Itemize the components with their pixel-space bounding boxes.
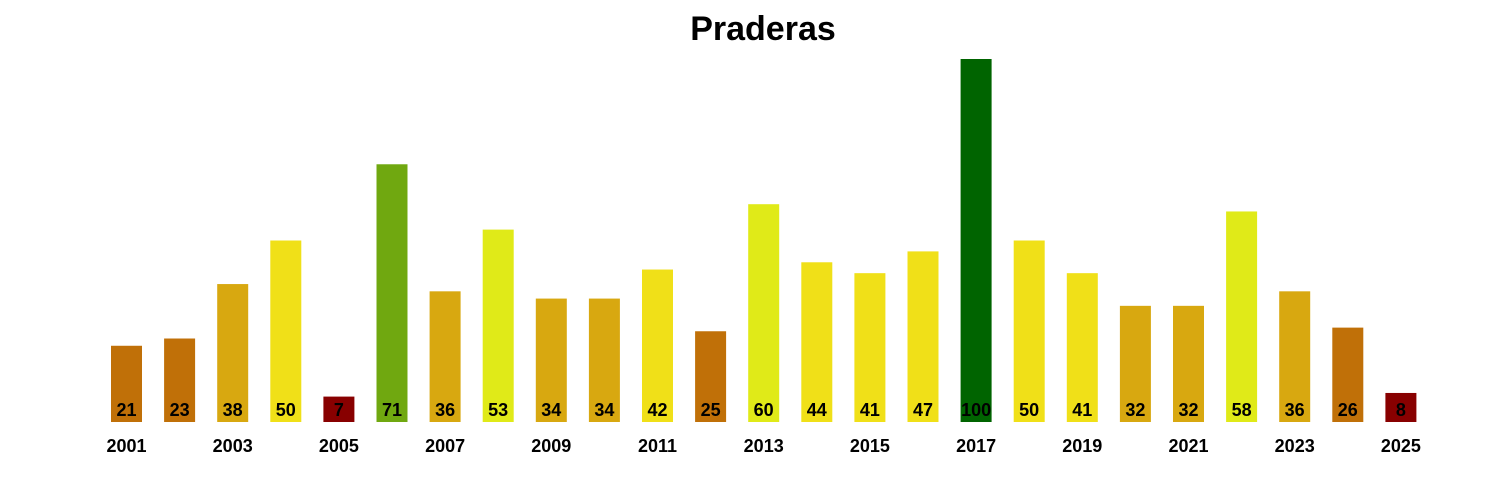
bar-2005 — [323, 396, 355, 422]
value-label-2007: 36 — [435, 400, 455, 420]
value-label-2008: 53 — [488, 400, 508, 420]
value-label-2019: 41 — [1072, 400, 1092, 420]
value-label-2006: 71 — [382, 400, 402, 420]
x-tick-label-2007: 2007 — [425, 436, 465, 456]
x-tick-label-2005: 2005 — [319, 436, 359, 456]
x-tick-label-2001: 2001 — [106, 436, 146, 456]
value-label-2025: 8 — [1396, 400, 1406, 420]
bars-layer — [111, 59, 1417, 422]
value-label-2017: 100 — [961, 400, 991, 420]
bar-2012 — [695, 331, 727, 422]
bar-2007 — [429, 291, 461, 422]
x-tick-label-2011: 2011 — [638, 436, 677, 456]
bar-2022 — [1226, 211, 1258, 422]
bar-2011 — [642, 269, 673, 422]
value-label-2012: 25 — [701, 400, 721, 420]
bar-2010 — [588, 298, 620, 422]
value-label-2021: 32 — [1178, 400, 1198, 420]
bar-2003 — [217, 284, 249, 422]
x-tick-label-2015: 2015 — [850, 436, 890, 456]
value-label-2010: 34 — [594, 400, 614, 420]
bar-2002 — [164, 338, 196, 422]
value-label-2023: 36 — [1285, 400, 1305, 420]
bar-2001 — [111, 345, 142, 422]
value-labels-layer: 21 23 38 50 7 71 36 53 34 34 42 25 60 44 41 47 100 50 41 32… — [116, 400, 1405, 420]
bar-2008 — [482, 229, 514, 422]
bar-2021 — [1173, 305, 1204, 422]
x-tick-label-2009: 2009 — [531, 436, 571, 456]
bar-2014 — [801, 262, 833, 422]
value-label-2015: 41 — [860, 400, 880, 420]
value-label-2024: 26 — [1338, 400, 1358, 420]
value-label-2002: 23 — [170, 400, 190, 420]
x-tick-label-2013: 2013 — [744, 436, 784, 456]
bar-2018 — [1013, 240, 1045, 422]
bar-2013 — [748, 204, 780, 422]
chart-title: Praderas — [690, 10, 836, 48]
bar-2015 — [854, 273, 886, 422]
bar-2004 — [270, 240, 302, 422]
x-tick-label-2017: 2017 — [956, 436, 996, 456]
value-label-2013: 60 — [754, 400, 774, 420]
bar-2020 — [1119, 305, 1151, 422]
value-label-2004: 50 — [276, 400, 296, 420]
bar-2006 — [376, 164, 408, 422]
value-label-2009: 34 — [541, 400, 561, 420]
bar-2023 — [1279, 291, 1311, 422]
value-label-2005: 7 — [334, 400, 344, 420]
bar-2009 — [535, 298, 567, 422]
bar-2016 — [907, 251, 939, 422]
x-tick-label-2019: 2019 — [1062, 436, 1102, 456]
value-label-2022: 58 — [1232, 400, 1252, 420]
bar-2024 — [1332, 327, 1364, 422]
x-tick-label-2003: 2003 — [213, 436, 253, 456]
x-axis-tick-labels: 2001 2003 2005 2007 2009 2011 2013 2015 2017 2019… — [106, 436, 1420, 456]
bar-2025 — [1385, 392, 1417, 422]
x-tick-label-2025: 2025 — [1381, 436, 1421, 456]
value-label-2011: 42 — [647, 400, 667, 420]
x-tick-label-2023: 2023 — [1275, 436, 1315, 456]
value-label-2001: 21 — [116, 400, 136, 420]
x-tick-label-2021: 2021 — [1168, 436, 1208, 456]
value-label-2018: 50 — [1019, 400, 1039, 420]
value-label-2014: 44 — [807, 400, 827, 420]
bar-2017 — [960, 59, 992, 422]
value-label-2003: 38 — [223, 400, 243, 420]
bar-2019 — [1066, 273, 1098, 422]
value-label-2020: 32 — [1125, 400, 1145, 420]
value-label-2016: 47 — [913, 400, 933, 420]
